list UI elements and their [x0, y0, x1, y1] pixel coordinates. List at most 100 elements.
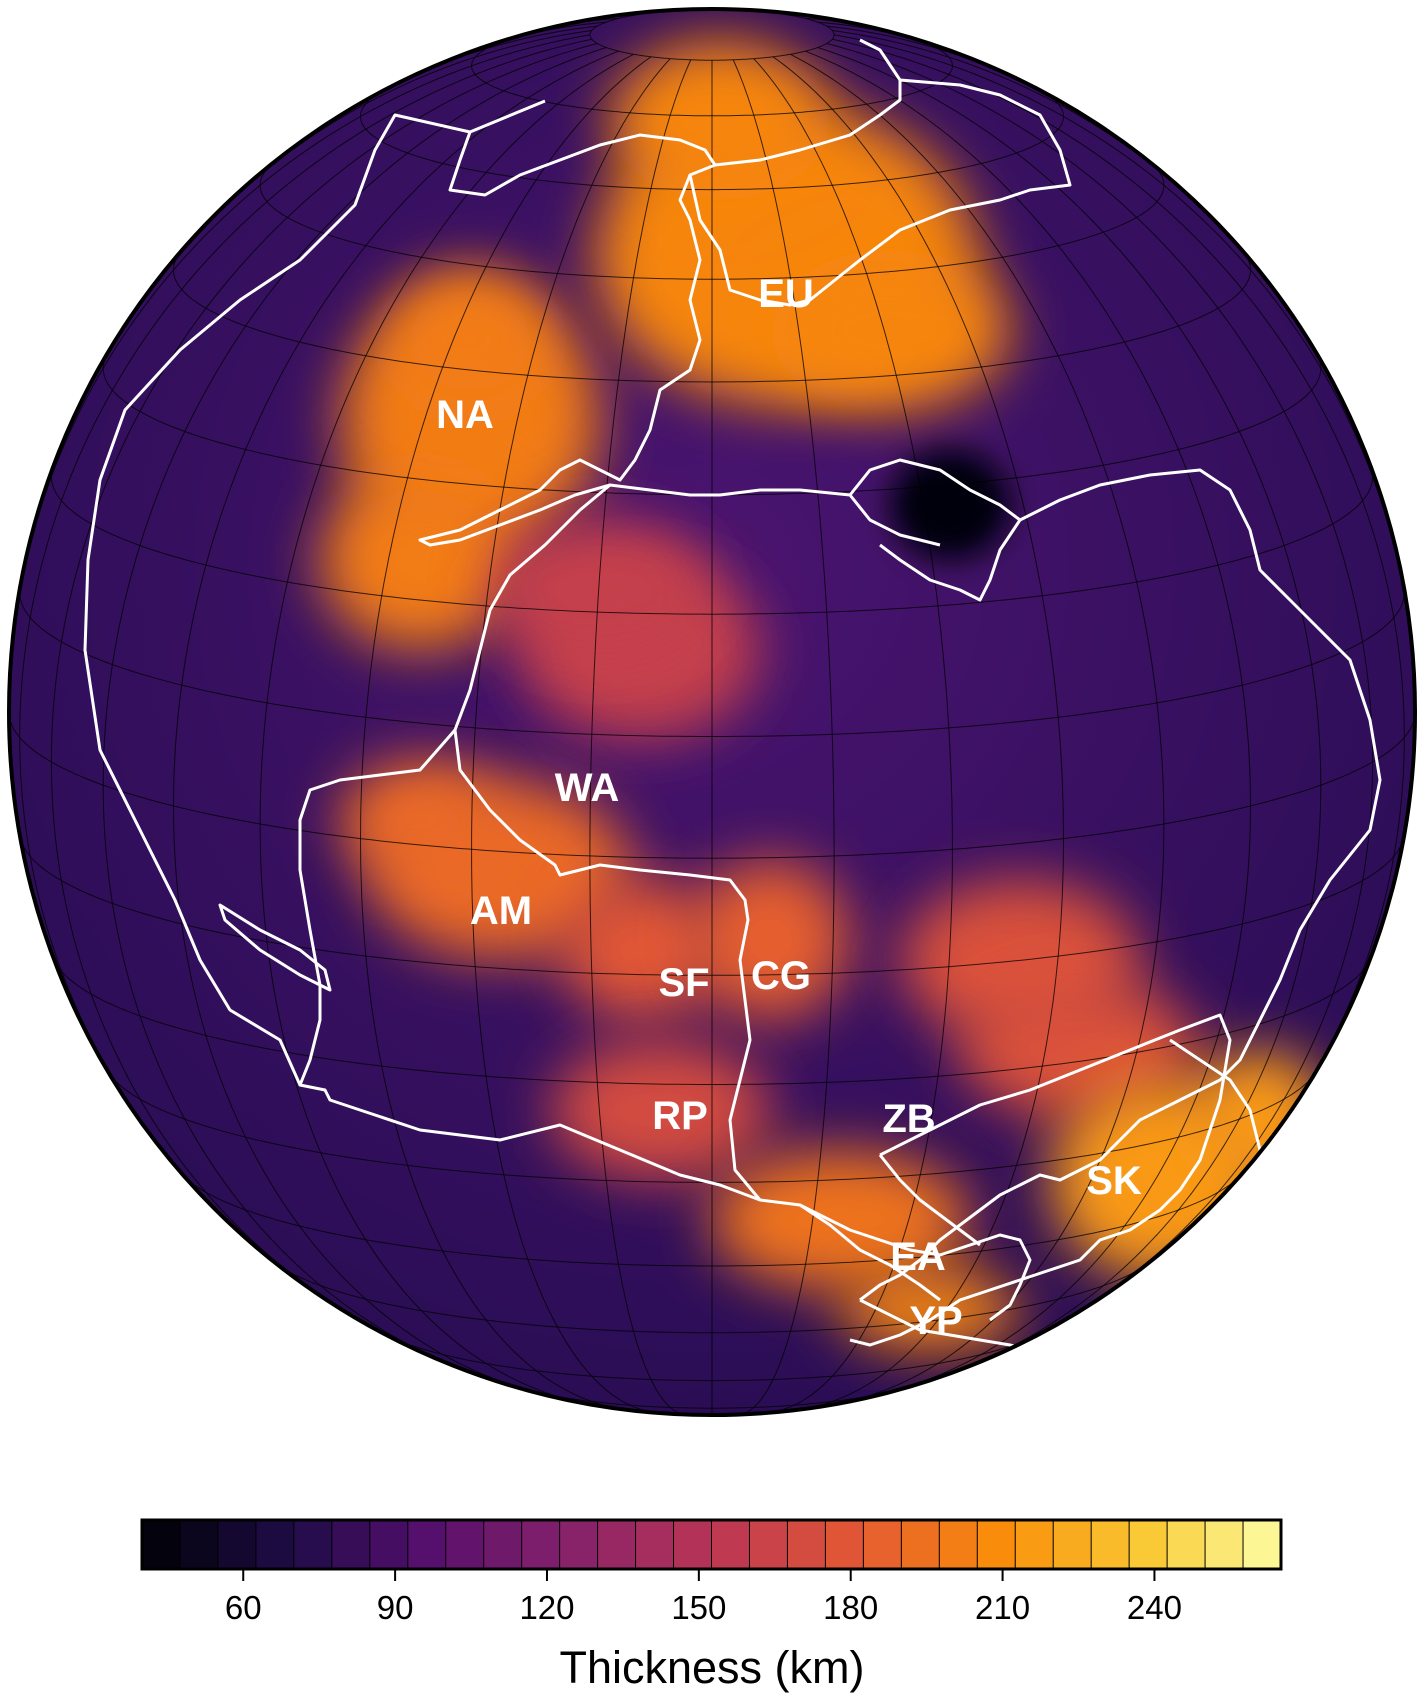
craton-label-wa: WA [555, 766, 619, 810]
colorbar-segment [1052, 1519, 1093, 1570]
colorbar-segment [673, 1519, 713, 1570]
craton-label-sf: SF [658, 961, 709, 1005]
colorbar-segment [559, 1519, 599, 1570]
colorbar-segment [1166, 1519, 1207, 1570]
coastline-yilgarn [859, 1298, 1031, 1352]
graticule-line [589, 9, 835, 61]
colorbar-segment [521, 1519, 561, 1570]
craton-labels: EU NA WA AM SF CG RP ZB EA YP SK [436, 272, 1142, 1343]
craton-label-ea: EA [890, 1235, 946, 1279]
graticule-line [275, 1262, 1149, 1334]
colorbar-segment [483, 1519, 523, 1570]
colorbar-segment [141, 1519, 182, 1570]
colorbar-segments [141, 1519, 1283, 1570]
coastline-europe [688, 38, 1072, 307]
colorbar-segment [786, 1519, 827, 1570]
graticule-line [471, 36, 953, 117]
graticule-line [172, 50, 619, 1394]
graticule-line [19, 38, 592, 1165]
colorbar-segment [635, 1519, 675, 1570]
colorbar-tick-label: 60 [225, 1589, 262, 1626]
coastline-pangaea-outer [83, 99, 941, 1302]
colorbar-segment [217, 1519, 257, 1570]
colorbar-segment [255, 1519, 295, 1570]
thickness-anomaly-na [320, 470, 520, 650]
thickness-anomaly-yp [840, 1270, 1020, 1350]
thickness-anomaly-cg [690, 860, 850, 1020]
thickness-anomaly-low [890, 450, 1010, 560]
craton-label-am: AM [470, 889, 532, 933]
craton-label-sk: SK [1086, 1159, 1142, 1203]
coastline-africa-south-america [453, 483, 762, 1201]
craton-label-cg: CG [751, 954, 811, 998]
colorbar: 60 90 120 150 180 210 240 Thickness (km) [140, 1518, 1283, 1693]
graticule-line [20, 838, 1404, 976]
graticule-line [471, 58, 671, 1414]
coastline-east-antarctica [799, 1203, 1032, 1322]
colorbar-tick-label: 150 [671, 1589, 726, 1626]
colorbar-segment [1128, 1519, 1169, 1570]
colorbar-segment [1242, 1519, 1283, 1570]
colorbar-tick-label: 90 [377, 1589, 414, 1626]
graticule-line [19, 587, 1405, 737]
colorbar-ticks: 60 90 120 150 180 210 240 [225, 1569, 1182, 1626]
colorbar-segment [938, 1519, 979, 1570]
graticule-line [259, 162, 1165, 280]
graticule-line [517, 1387, 907, 1409]
colorbar-segment [824, 1519, 865, 1570]
graticule-line [53, 958, 1371, 1085]
colorbar-segment [597, 1519, 637, 1570]
coastline-australia-antarctica [849, 1013, 1232, 1347]
graticule-line [50, 467, 1374, 615]
coastline-tethys [848, 458, 1022, 602]
thickness-anomaly-sf [560, 880, 720, 1020]
colorbar-title: Thickness (km) [559, 1642, 864, 1693]
graticule-line [753, 58, 953, 1414]
graticule-line [732, 59, 835, 1415]
colorbar-segment [445, 1519, 485, 1570]
colorbar-segment [179, 1519, 220, 1570]
globe: EU NA WA AM SF CG RP ZB EA YP SK [9, 9, 1415, 1415]
colorbar-segment [748, 1519, 789, 1570]
coastlines [83, 38, 1382, 1352]
colorbar-tick-label: 240 [1127, 1589, 1182, 1626]
thickness-anomaly-wa [490, 520, 710, 660]
graticule-line [805, 50, 1252, 1394]
coastline-south-america-west [298, 729, 457, 1086]
coastline-north-america [418, 131, 941, 547]
colorbar-segment [900, 1519, 941, 1570]
colorbar-segment [369, 1519, 409, 1570]
colorbar-tick-label: 180 [823, 1589, 878, 1626]
graticule-line [832, 38, 1405, 1165]
craton-label-na: NA [436, 393, 494, 437]
graticule-line [172, 250, 1252, 383]
graticule-line [359, 89, 1065, 191]
thickness-anomaly-na [390, 270, 550, 410]
graticule-line [50, 43, 598, 1323]
colorbar-segment [293, 1519, 333, 1570]
graticule-line [826, 43, 1374, 1323]
thickness-anomaly-am [340, 760, 500, 880]
graticule-line [589, 59, 692, 1415]
colorbar-segment [331, 1519, 371, 1570]
craton-label-rp: RP [652, 1094, 708, 1138]
thickness-anomaly-eu [610, 40, 830, 200]
colorbar-segment [862, 1519, 903, 1570]
craton-label-yp: YP [909, 1299, 962, 1343]
coastline-central-gulf [218, 903, 332, 992]
graticule-line [259, 53, 634, 1405]
colorbar-segment [1090, 1519, 1131, 1570]
thickness-anomaly-sk [1190, 1050, 1330, 1190]
colorbar-segment [1014, 1519, 1055, 1570]
graticule-line [102, 47, 607, 1371]
craton-label-zb: ZB [882, 1097, 935, 1141]
coastline-zimbabwe-link [878, 1154, 981, 1247]
colorbar-tick-label: 120 [519, 1589, 574, 1626]
graticule-line [9, 711, 1415, 859]
colorbar-frame [140, 1518, 1283, 1571]
globe-frame [7, 7, 1417, 1417]
colorbar-segment [407, 1519, 447, 1570]
colorbar-tick-label: 210 [975, 1589, 1030, 1626]
graticule-line [385, 1334, 1039, 1382]
